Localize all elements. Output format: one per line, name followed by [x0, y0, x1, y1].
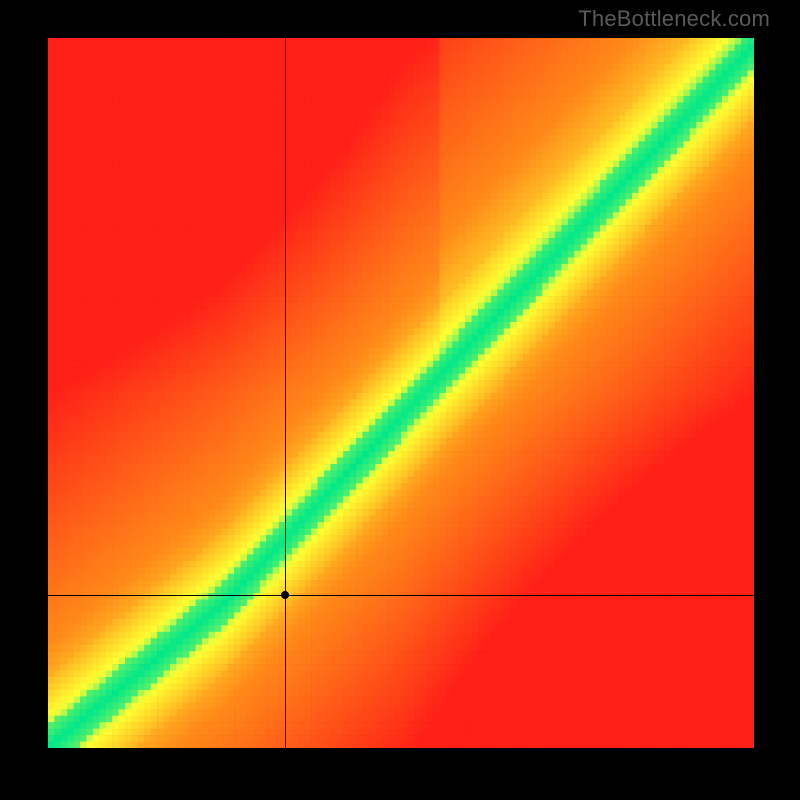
crosshair-vertical: [285, 38, 286, 748]
plot-area: [48, 38, 754, 748]
heatmap-canvas: [48, 38, 754, 748]
watermark-text: TheBottleneck.com: [578, 6, 770, 32]
crosshair-marker-dot: [281, 591, 289, 599]
crosshair-horizontal: [48, 595, 754, 596]
chart-container: TheBottleneck.com: [0, 0, 800, 800]
